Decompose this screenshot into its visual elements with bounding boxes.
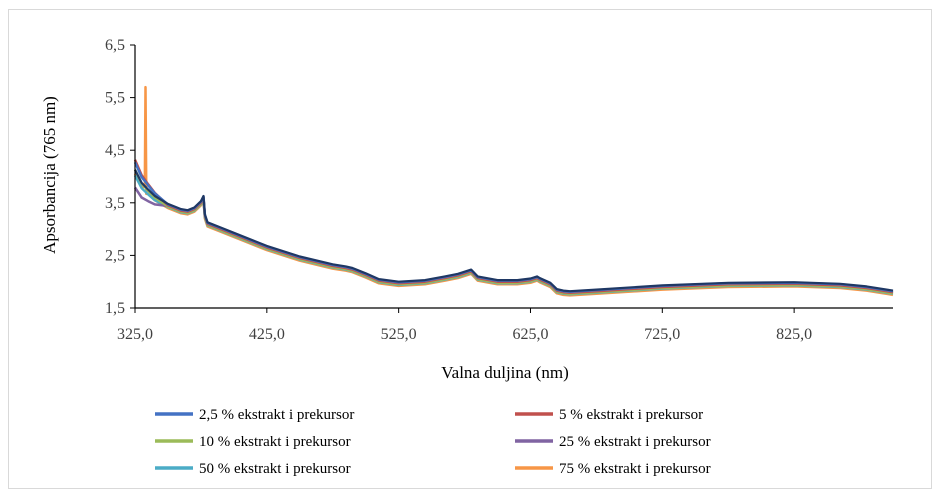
- x-tick-label: 325,0: [117, 326, 153, 343]
- series-lines: [133, 85, 894, 297]
- legend-label: 25 % ekstrakt i prekursor: [559, 434, 711, 450]
- x-axis-title: Valna duljina (nm): [441, 363, 568, 382]
- y-tick-label: 3,5: [105, 195, 125, 212]
- x-tick-label: 525,0: [381, 326, 417, 343]
- y-axis-title: Apsorbancija (765 nm): [40, 96, 59, 254]
- series-line: [133, 161, 894, 293]
- y-axis-ticks: 1,5 2,5 3,5 4,5 5,5 6,5: [105, 37, 135, 317]
- y-tick-label: 5,5: [105, 90, 125, 107]
- series-line: [133, 169, 894, 296]
- x-tick-label: 425,0: [249, 326, 285, 343]
- legend-label: 75 % ekstrakt i prekursor: [559, 461, 711, 477]
- legend: 2,5 % ekstrakt i prekursor 5 % ekstrakt i…: [155, 407, 711, 477]
- chart-frame: [8, 9, 932, 489]
- x-tick-label: 825,0: [776, 326, 812, 343]
- y-tick-label: 1,5: [105, 300, 125, 317]
- x-tick-label: 625,0: [512, 326, 548, 343]
- x-tick-label: 725,0: [644, 326, 680, 343]
- series-line: [133, 174, 894, 296]
- series-line: [133, 85, 894, 297]
- y-tick-label: 6,5: [105, 37, 125, 54]
- y-tick-label: 2,5: [105, 247, 125, 264]
- overlay-series-line: [134, 169, 894, 293]
- legend-label: 5 % ekstrakt i prekursor: [559, 407, 703, 423]
- series-line: [133, 159, 894, 294]
- legend-label: 50 % ekstrakt i prekursor: [199, 461, 351, 477]
- y-tick-label: 4,5: [105, 142, 125, 159]
- legend-label: 2,5 % ekstrakt i prekursor: [199, 407, 354, 423]
- legend-label: 10 % ekstrakt i prekursor: [199, 434, 351, 450]
- x-axis-ticks: 325,0 425,0 525,0 625,0 725,0 825,0: [117, 308, 812, 343]
